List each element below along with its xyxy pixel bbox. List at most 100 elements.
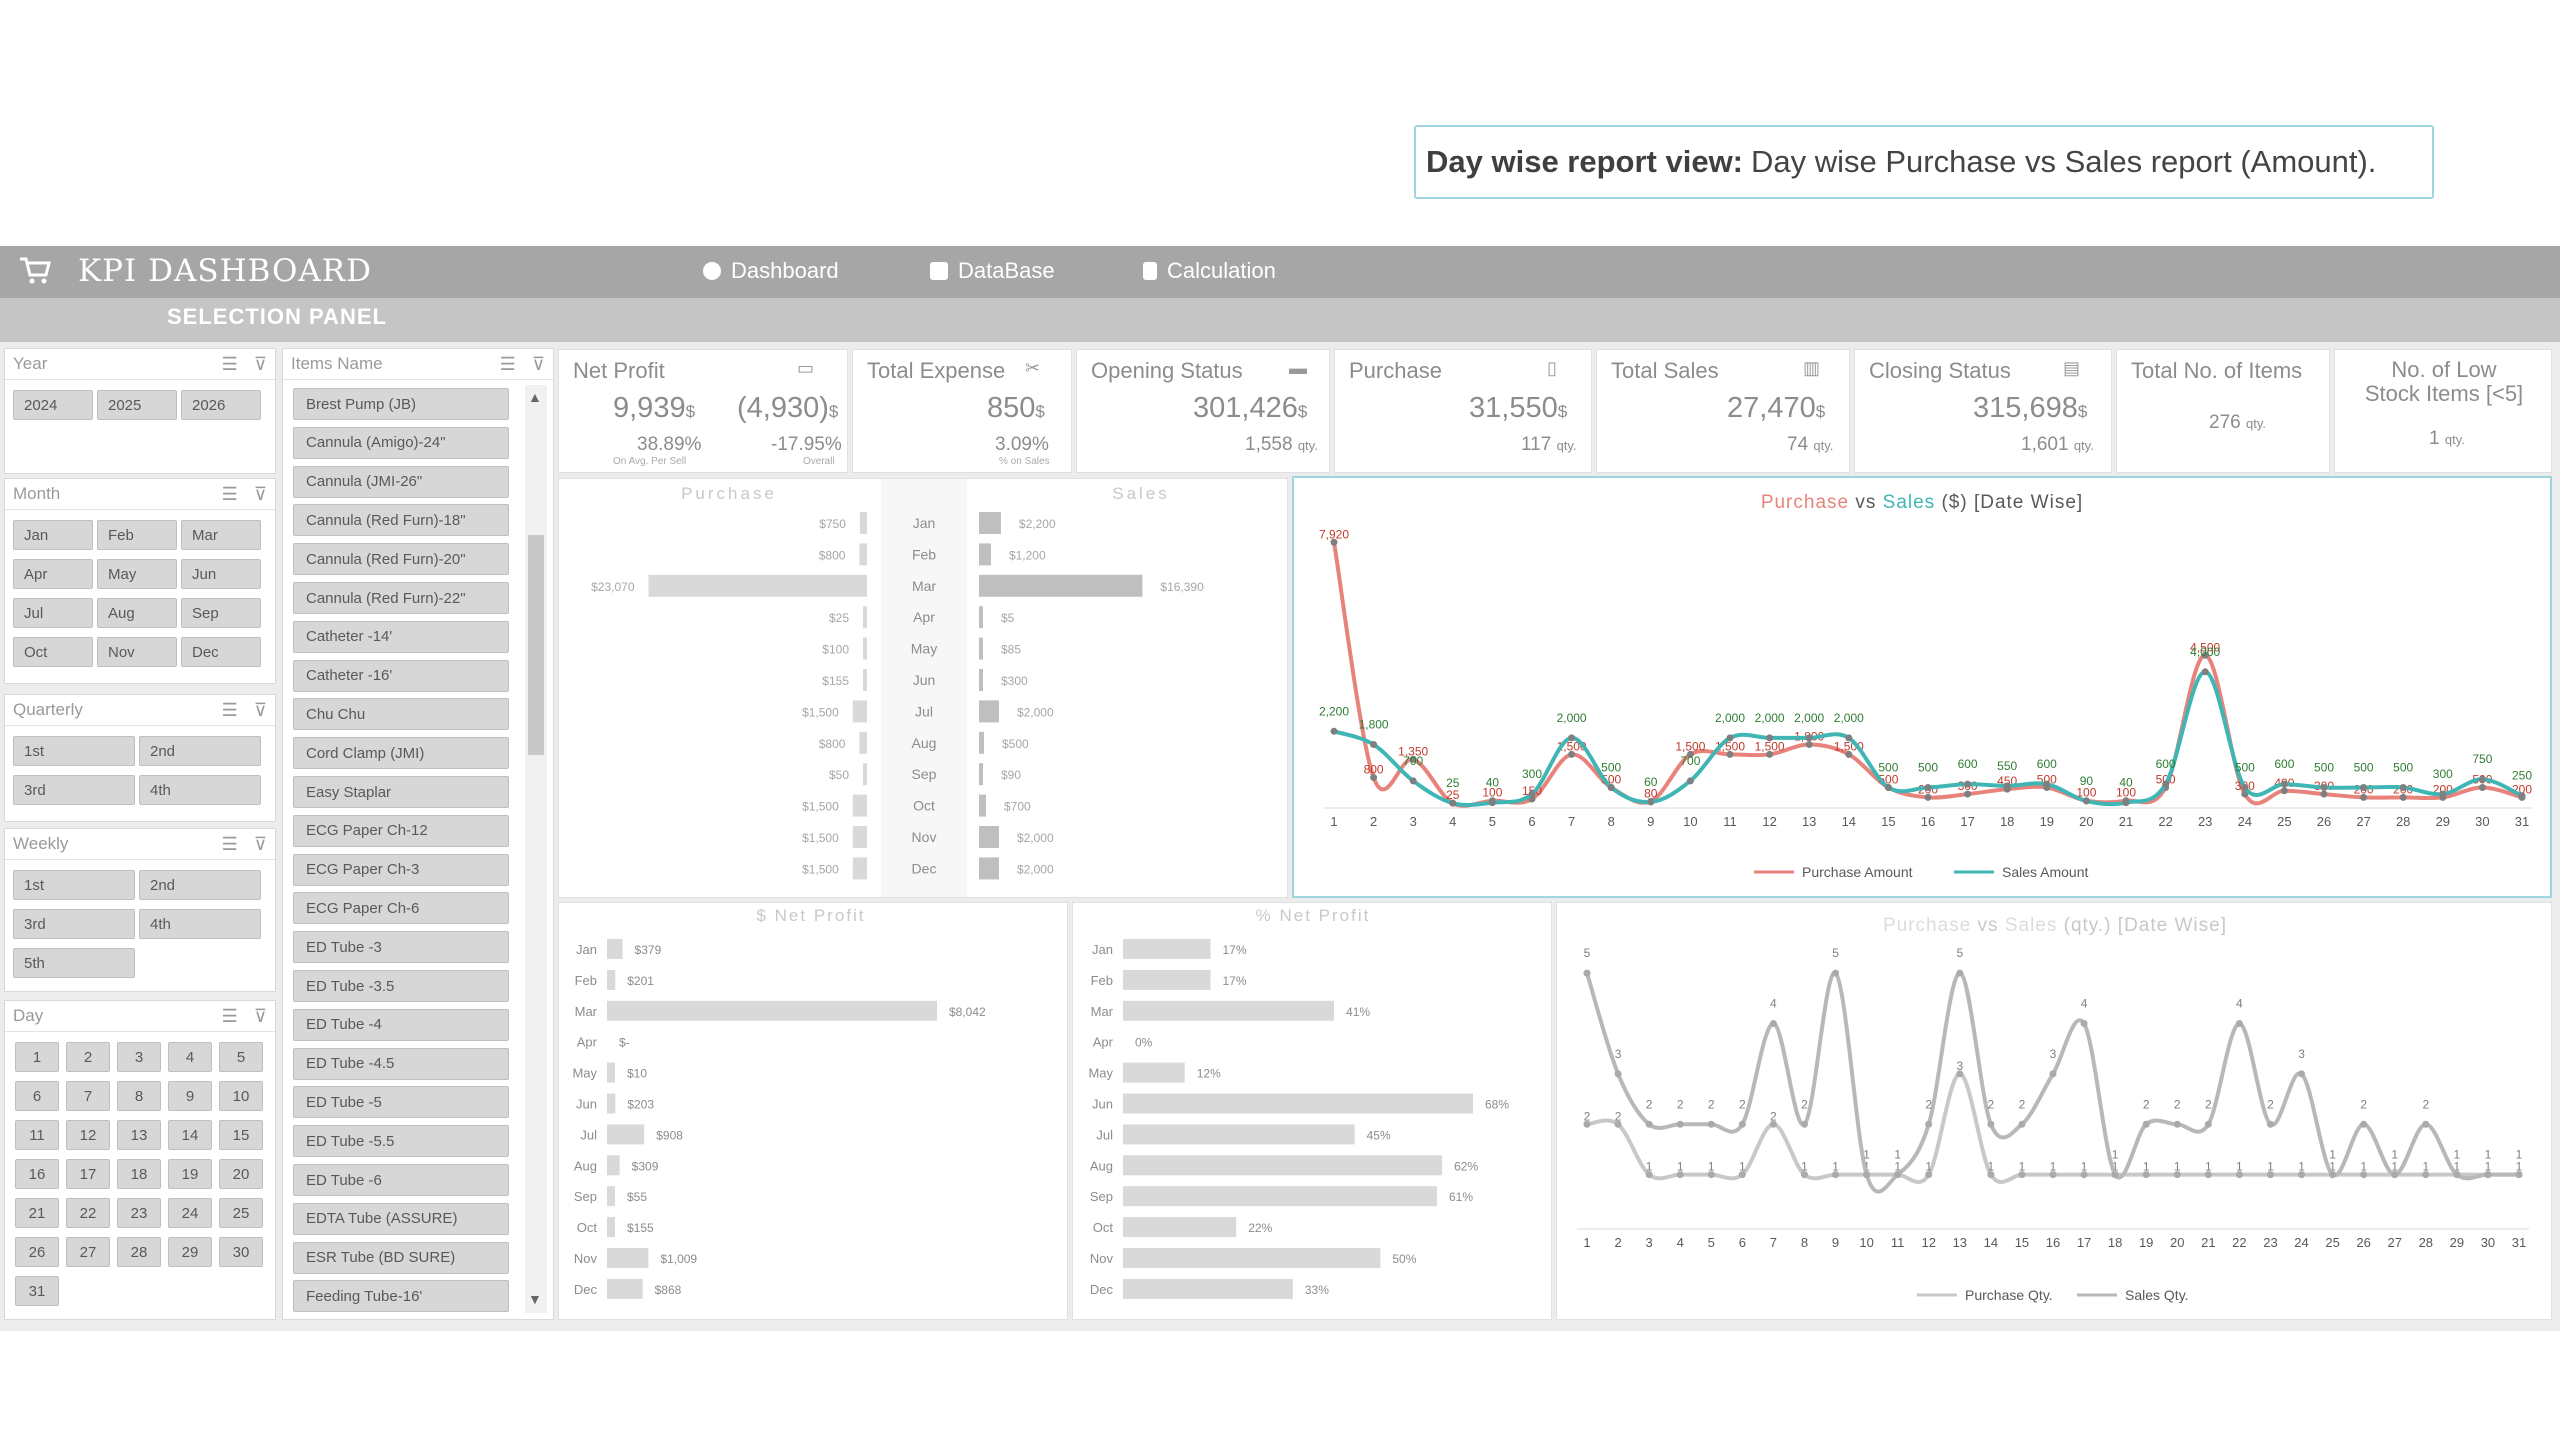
item-button[interactable]: Feeding Tube-16' xyxy=(293,1280,509,1313)
day-button[interactable]: 23 xyxy=(117,1198,161,1228)
nav-calculation[interactable]: Calculation xyxy=(1143,258,1276,284)
clear-filter-icon[interactable]: ⊽ xyxy=(253,353,267,374)
month-button[interactable]: Mar xyxy=(181,520,261,550)
week-button[interactable]: 5th xyxy=(13,948,135,978)
day-button[interactable]: 9 xyxy=(168,1081,212,1111)
month-button[interactable]: Aug xyxy=(97,598,177,628)
week-button[interactable]: 4th xyxy=(139,909,261,939)
clear-filter-icon[interactable]: ⊽ xyxy=(253,833,267,854)
day-button[interactable]: 14 xyxy=(168,1120,212,1150)
quarter-button[interactable]: 4th xyxy=(139,775,261,805)
day-button[interactable]: 31 xyxy=(15,1276,59,1306)
multi-select-icon[interactable]: ☰ xyxy=(499,353,516,374)
item-button[interactable]: Catheter -14' xyxy=(293,620,509,653)
day-button[interactable]: 15 xyxy=(219,1120,263,1150)
day-button[interactable]: 17 xyxy=(66,1159,110,1189)
quarter-button[interactable]: 2nd xyxy=(139,736,261,766)
scroll-thumb[interactable] xyxy=(528,535,544,755)
day-button[interactable]: 6 xyxy=(15,1081,59,1111)
day-button[interactable]: 2 xyxy=(66,1042,110,1072)
item-button[interactable]: Cannula (Red Furn)-22" xyxy=(293,582,509,614)
clear-filter-icon[interactable]: ⊽ xyxy=(253,483,267,504)
month-button[interactable]: Sep xyxy=(181,598,261,628)
day-button[interactable]: 8 xyxy=(117,1081,161,1111)
nav-database[interactable]: DataBase xyxy=(930,258,1055,284)
month-button[interactable]: Oct xyxy=(13,637,93,667)
item-button[interactable]: ED Tube -3.5 xyxy=(293,970,509,1002)
multi-select-icon[interactable]: ☰ xyxy=(221,699,238,720)
x-tick-label: 2 xyxy=(1614,1235,1621,1250)
clear-filter-icon[interactable]: ⊽ xyxy=(253,1005,267,1026)
day-button[interactable]: 24 xyxy=(168,1198,212,1228)
day-button[interactable]: 25 xyxy=(219,1198,263,1228)
day-button[interactable]: 7 xyxy=(66,1081,110,1111)
day-button[interactable]: 30 xyxy=(219,1237,263,1267)
item-button[interactable]: ESR Tube (BD SURE) xyxy=(293,1241,509,1274)
month-button[interactable]: Nov xyxy=(97,637,177,667)
week-button[interactable]: 2nd xyxy=(139,870,261,900)
clear-filter-icon[interactable]: ⊽ xyxy=(531,353,545,374)
day-button[interactable]: 4 xyxy=(168,1042,212,1072)
multi-select-icon[interactable]: ☰ xyxy=(221,1005,238,1026)
quarter-button[interactable]: 3rd xyxy=(13,775,135,805)
month-button[interactable]: Feb xyxy=(97,520,177,550)
day-button[interactable]: 12 xyxy=(66,1120,110,1150)
item-button[interactable]: Cannula (Amigo)-24" xyxy=(293,426,509,459)
day-button[interactable]: 16 xyxy=(15,1159,59,1189)
month-button[interactable]: Apr xyxy=(13,559,93,589)
week-button[interactable]: 3rd xyxy=(13,909,135,939)
day-button[interactable]: 20 xyxy=(219,1159,263,1189)
day-button[interactable]: 28 xyxy=(117,1237,161,1267)
nav-dashboard[interactable]: Dashboard xyxy=(703,258,839,284)
items-scrollbar[interactable]: ▲ ▼ xyxy=(525,385,547,1313)
day-button[interactable]: 1 xyxy=(15,1042,59,1072)
item-button[interactable]: EDTA Tube (ASSURE) xyxy=(293,1202,509,1235)
item-button[interactable]: Brest Pump (JB) xyxy=(293,388,509,420)
month-button[interactable]: May xyxy=(97,559,177,589)
day-button[interactable]: 5 xyxy=(219,1042,263,1072)
day-button[interactable]: 26 xyxy=(15,1237,59,1267)
day-button[interactable]: 19 xyxy=(168,1159,212,1189)
item-button[interactable]: Easy Staplar xyxy=(293,776,509,808)
item-button[interactable]: ED Tube -6 xyxy=(293,1164,509,1196)
item-button[interactable]: Cannula (JMI-26" xyxy=(293,465,509,498)
scroll-up-icon[interactable]: ▲ xyxy=(528,389,542,405)
month-button[interactable]: Dec xyxy=(181,637,261,667)
multi-select-icon[interactable]: ☰ xyxy=(221,483,238,504)
week-button[interactable]: 1st xyxy=(13,870,135,900)
item-button[interactable]: Catheter -16' xyxy=(293,659,509,692)
item-button[interactable]: Cannula (Red Furn)-20" xyxy=(293,543,509,576)
day-button[interactable]: 22 xyxy=(66,1198,110,1228)
clear-filter-icon[interactable]: ⊽ xyxy=(253,699,267,720)
quarter-button[interactable]: 1st xyxy=(13,736,135,766)
item-button[interactable]: ED Tube -3 xyxy=(293,931,509,964)
item-button[interactable]: ED Tube -4 xyxy=(293,1008,509,1041)
day-button[interactable]: 27 xyxy=(66,1237,110,1267)
item-button[interactable]: Chu Chu xyxy=(293,698,509,731)
multi-select-icon[interactable]: ☰ xyxy=(221,833,238,854)
month-button[interactable]: Jul xyxy=(13,598,93,628)
item-button[interactable]: ECG Paper Ch-6 xyxy=(293,892,509,925)
item-button[interactable]: Cord Clamp (JMI) xyxy=(293,737,509,770)
item-button[interactable]: ECG Paper Ch-12 xyxy=(293,814,509,847)
item-button[interactable]: ED Tube -5 xyxy=(293,1086,509,1119)
day-button[interactable]: 21 xyxy=(15,1198,59,1228)
day-button[interactable]: 11 xyxy=(15,1120,59,1150)
item-button[interactable]: ECG Paper Ch-3 xyxy=(293,853,509,886)
month-button[interactable]: Jun xyxy=(181,559,261,589)
day-button[interactable]: 3 xyxy=(117,1042,161,1072)
year-button[interactable]: 2025 xyxy=(97,390,177,420)
data-point xyxy=(2080,1171,2088,1179)
item-button[interactable]: Cannula (Red Furn)-18" xyxy=(293,504,509,537)
day-button[interactable]: 13 xyxy=(117,1120,161,1150)
item-button[interactable]: ED Tube -4.5 xyxy=(293,1047,509,1080)
month-button[interactable]: Jan xyxy=(13,520,93,550)
year-button[interactable]: 2024 xyxy=(13,390,93,420)
item-button[interactable]: ED Tube -5.5 xyxy=(293,1125,509,1158)
year-button[interactable]: 2026 xyxy=(181,390,261,420)
day-button[interactable]: 29 xyxy=(168,1237,212,1267)
multi-select-icon[interactable]: ☰ xyxy=(221,353,238,374)
day-button[interactable]: 10 xyxy=(219,1081,263,1111)
day-button[interactable]: 18 xyxy=(117,1159,161,1189)
scroll-down-icon[interactable]: ▼ xyxy=(528,1291,542,1307)
